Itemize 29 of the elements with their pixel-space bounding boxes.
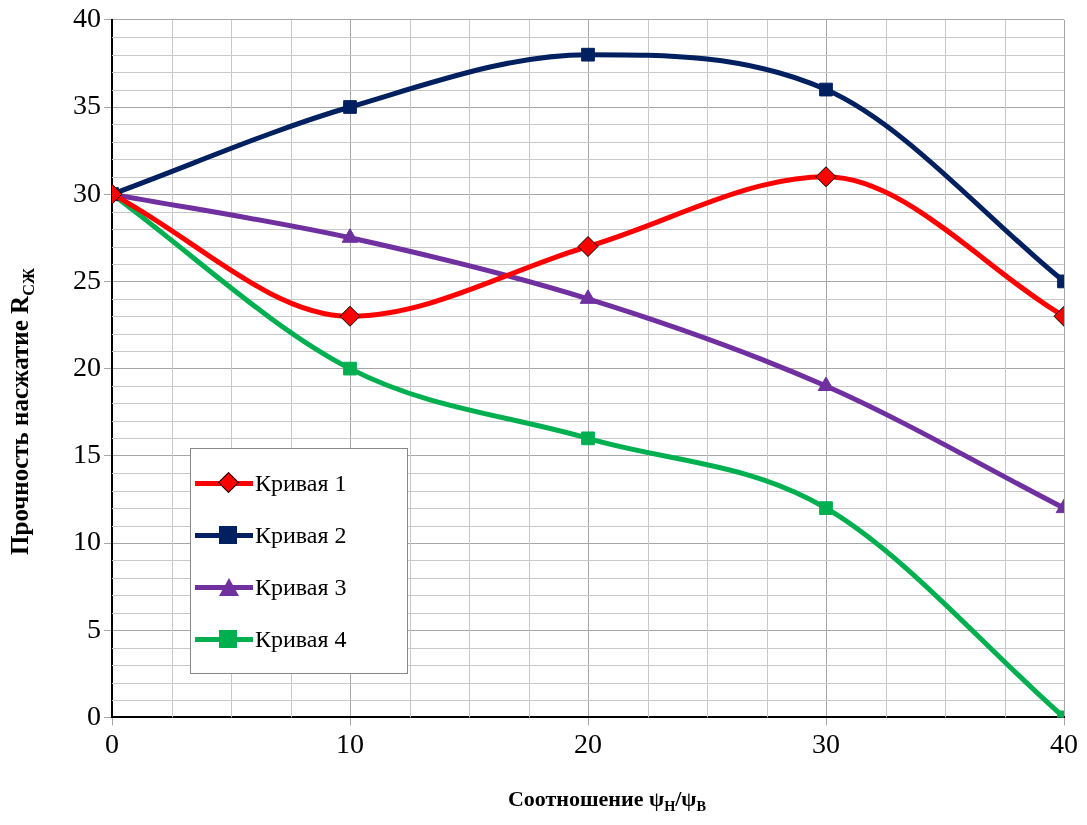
point bbox=[819, 82, 833, 97]
point bbox=[815, 166, 837, 188]
point bbox=[579, 289, 597, 304]
y-tick-label: 25 bbox=[73, 263, 101, 295]
x-tick-label: 20 bbox=[574, 727, 602, 759]
point bbox=[341, 228, 359, 243]
point bbox=[581, 431, 595, 446]
y-tick-label: 35 bbox=[73, 89, 101, 121]
point bbox=[339, 305, 361, 327]
x-axis-title: Соотношение ψ$_{Н}$/ψ$_{В}$ bbox=[506, 786, 708, 816]
x-tick-label: 10 bbox=[336, 727, 364, 759]
y-tick-label: 20 bbox=[73, 350, 101, 382]
y-tick-label: 5 bbox=[87, 612, 101, 644]
x-tick-label: 40 bbox=[1050, 727, 1078, 759]
legend-label: Кривая 1 bbox=[255, 470, 347, 496]
point bbox=[343, 361, 357, 376]
legend-label: Кривая 4 bbox=[255, 626, 347, 652]
point bbox=[577, 236, 599, 258]
legend-label: Кривая 2 bbox=[255, 522, 347, 548]
legend-label: Кривая 3 bbox=[255, 574, 347, 600]
point bbox=[581, 47, 595, 62]
point bbox=[343, 100, 357, 114]
point bbox=[819, 501, 833, 515]
y-tick-label: 15 bbox=[73, 438, 101, 470]
y-tick-label: 10 bbox=[73, 525, 101, 557]
y-tick-label: 40 bbox=[73, 2, 101, 34]
x-tick-label: 30 bbox=[812, 727, 840, 759]
y-tick-label: 30 bbox=[73, 176, 101, 208]
y-tick-label: 0 bbox=[87, 699, 101, 731]
